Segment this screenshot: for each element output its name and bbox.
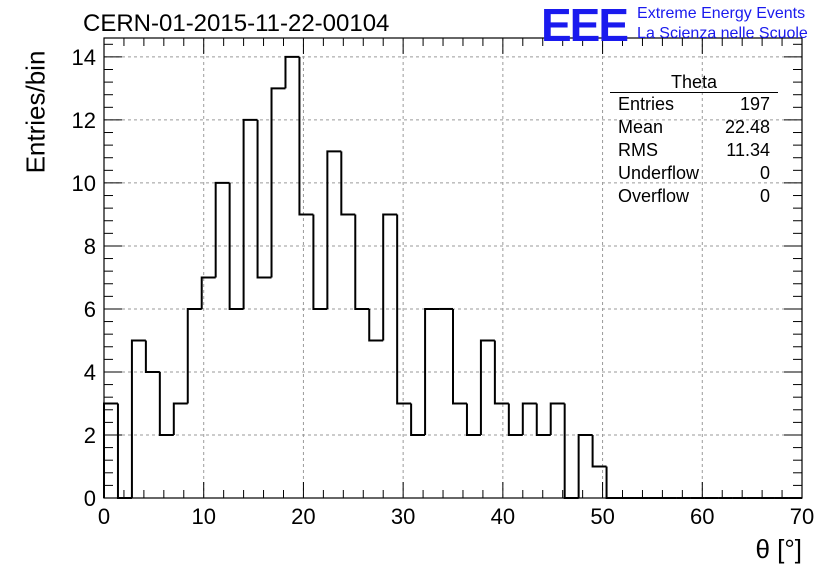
- histogram-bin: [284, 55, 300, 89]
- histogram-bars: [103, 55, 802, 499]
- histogram-bin: [298, 56, 314, 216]
- histogram-bin: [326, 150, 342, 309]
- stats-value: 0: [759, 186, 770, 206]
- histogram-bin: [228, 182, 244, 310]
- histogram-bin: [563, 403, 579, 499]
- x-tick-label: 30: [391, 504, 415, 529]
- eee-logo-text: Extreme Energy Events La Scienza nelle S…: [637, 4, 808, 44]
- stats-value: 22.48: [724, 117, 770, 137]
- stats-label: Entries: [618, 94, 675, 114]
- histogram-bin: [452, 308, 467, 405]
- stats-value: 197: [739, 94, 770, 114]
- y-tick-label: 14: [72, 45, 96, 70]
- y-tick-label: 8: [84, 234, 96, 259]
- histogram-bin: [507, 403, 523, 436]
- logo-line-1: Extreme Energy Events: [637, 5, 806, 22]
- stats-box: Theta Entries 197 Mean 22.48 RMS 11.34 U…: [610, 72, 778, 208]
- histogram-bin: [382, 213, 398, 341]
- histogram-bin: [605, 466, 621, 499]
- histogram-bin: [521, 402, 537, 435]
- x-axis-ticks: 0 10 20 30 40 50 60 70: [98, 38, 814, 529]
- stats-label: Mean: [618, 117, 664, 137]
- histogram-bin: [270, 87, 286, 278]
- eee-logo: EEE Extreme Energy Events La Scienza nel…: [541, 2, 808, 48]
- histogram-bin: [256, 119, 272, 279]
- histogram-bin: [103, 402, 118, 498]
- eee-logo-mark: EEE: [541, 0, 629, 51]
- stats-row-mean: Mean 22.48: [610, 116, 778, 139]
- histogram-bin: [535, 403, 551, 436]
- stats-label: Underflow: [618, 163, 700, 183]
- histogram-bin: [549, 402, 565, 435]
- y-axis-label: Entries/bin: [20, 50, 51, 174]
- histogram-bin: [410, 403, 426, 436]
- plot-frame: [103, 37, 803, 499]
- histogram-bin: [158, 371, 174, 436]
- histogram-bin: [186, 307, 202, 404]
- histogram-bin: [591, 434, 607, 468]
- x-tick-label: 20: [291, 504, 315, 529]
- logo-line-2: La Scienza nelle Scuole: [637, 25, 808, 42]
- stats-row-underflow: Underflow 0: [610, 162, 778, 185]
- histogram-bin: [242, 118, 258, 309]
- stats-row-rms: RMS 11.34: [610, 139, 778, 162]
- chart-title: CERN-01-2015-11-22-00104: [83, 10, 390, 37]
- stats-value: 0: [759, 163, 770, 183]
- x-tick-label: 10: [191, 504, 215, 529]
- histogram-bin: [312, 214, 328, 310]
- stats-label: RMS: [618, 140, 658, 160]
- histogram-bin: [144, 340, 160, 373]
- histogram-bin: [396, 214, 412, 405]
- stats-label: Overflow: [618, 186, 690, 206]
- x-tick-label: 50: [590, 504, 614, 529]
- x-tick-label: 70: [790, 504, 814, 529]
- y-tick-label: 10: [72, 171, 96, 196]
- histogram-bin: [354, 214, 370, 310]
- histogram-bin: [577, 433, 593, 498]
- y-tick-label: 12: [72, 108, 96, 133]
- histogram-bin: [493, 340, 509, 405]
- y-tick-label: 2: [84, 423, 96, 448]
- histogram-bin: [214, 181, 230, 278]
- histogram-bin: [340, 151, 356, 216]
- histogram-bin: [368, 308, 384, 342]
- stats-title: Theta: [610, 72, 778, 93]
- stats-value: 11.34: [726, 140, 770, 160]
- stats-row-entries: Entries 197: [610, 93, 778, 116]
- histogram-bin: [130, 339, 146, 498]
- histogram-bin: [424, 307, 440, 435]
- histogram-bin: [479, 339, 495, 435]
- y-tick-label: 6: [84, 297, 96, 322]
- histogram-bin: [116, 403, 132, 499]
- x-tick-label: 40: [491, 504, 515, 529]
- histogram-bin: [200, 276, 216, 309]
- y-tick-label: 4: [84, 360, 96, 385]
- x-axis-label: θ [°]: [755, 534, 802, 564]
- x-tick-label: 60: [690, 504, 714, 529]
- y-tick-label: 0: [84, 486, 96, 511]
- y-axis-ticks: 0 2 4 6 8 10 12 14: [72, 43, 802, 511]
- histogram-bin: [172, 402, 188, 435]
- stats-row-overflow: Overflow 0: [610, 185, 778, 208]
- histogram-bin: [465, 403, 481, 436]
- x-tick-label: 0: [98, 504, 110, 529]
